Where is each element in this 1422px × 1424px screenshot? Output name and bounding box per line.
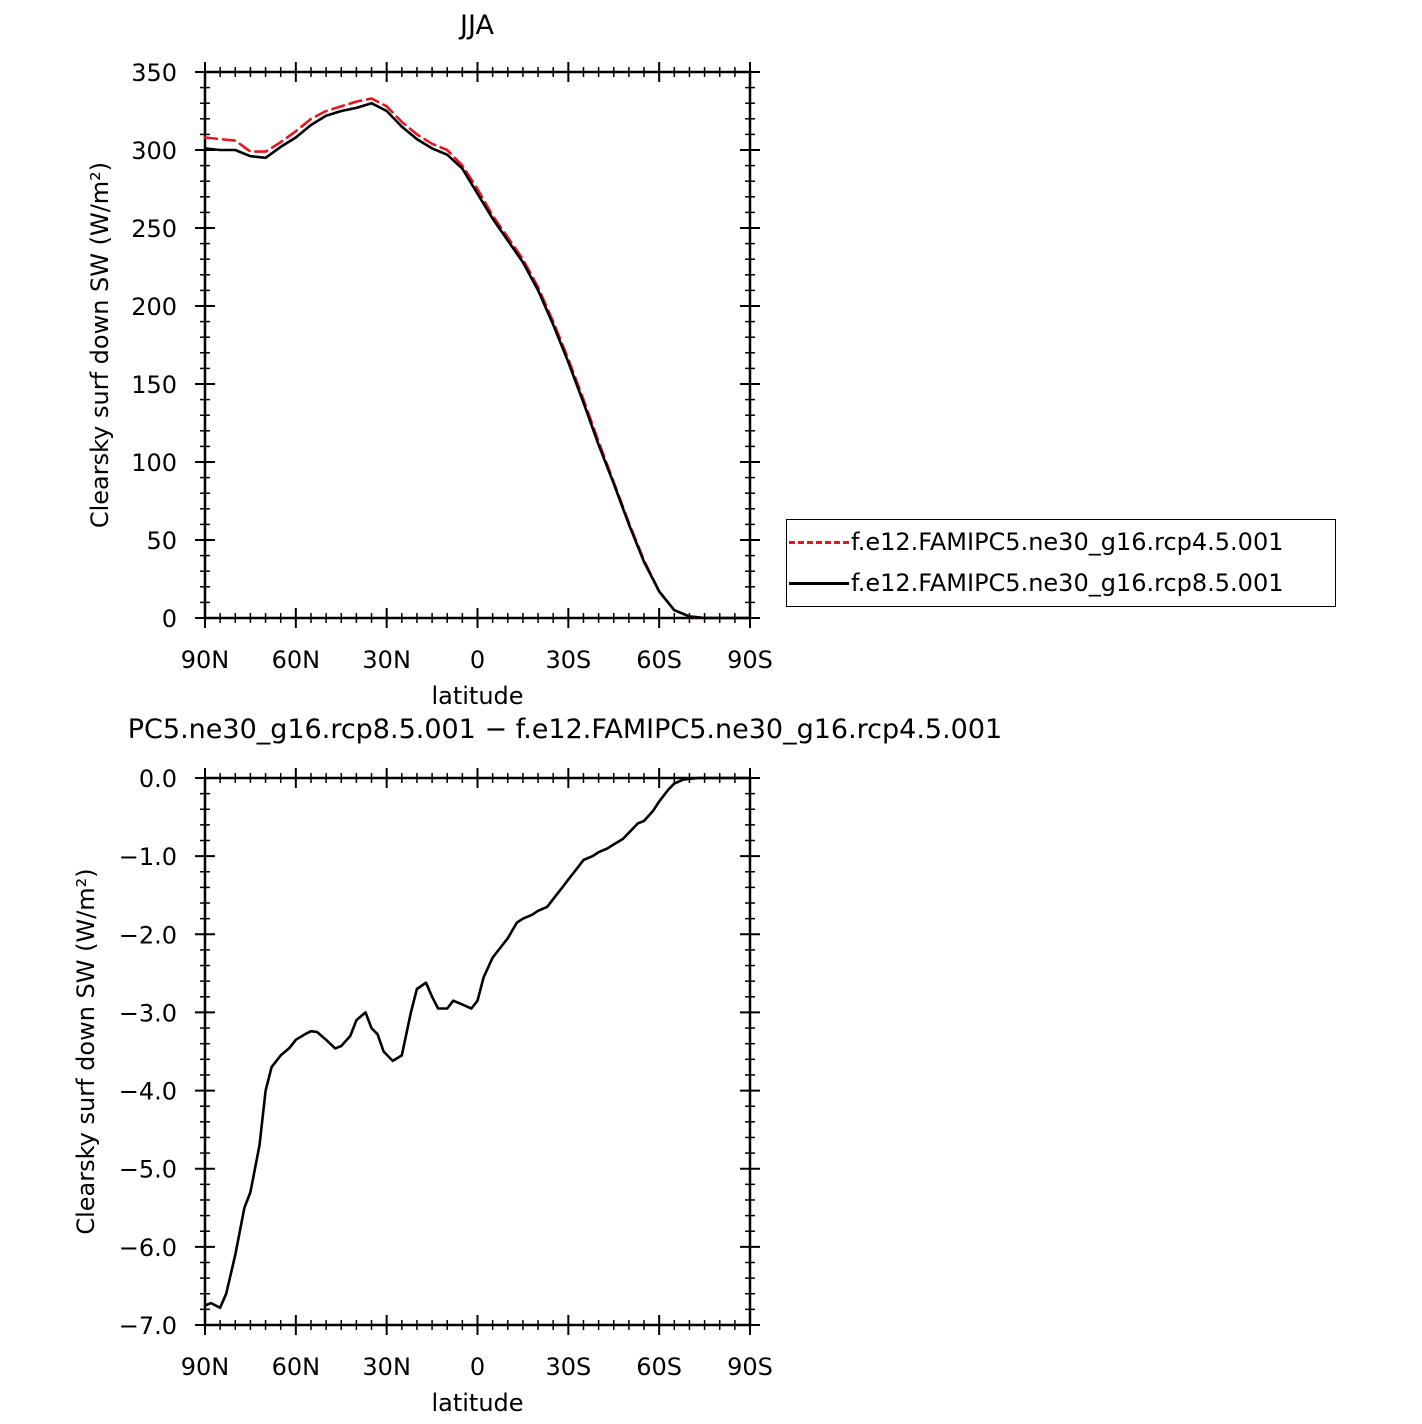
y-axis-title: Clearsky surf down SW (W/m²) xyxy=(86,162,114,528)
legend: f.e12.FAMIPC5.ne30_g16.rcp4.5.001 f.e12.… xyxy=(786,519,1336,607)
legend-swatch-rcp45 xyxy=(789,541,849,544)
x-tick-label: 60S xyxy=(636,646,682,674)
x-tick-label: 30S xyxy=(545,1353,591,1381)
series-line-0 xyxy=(203,776,752,1310)
y-tick-label: 100 xyxy=(131,449,177,477)
chart-title: PC5.ne30_g16.rcp8.5.001 − f.e12.FAMIPC5.… xyxy=(128,714,1002,745)
y-tick-label: 250 xyxy=(131,215,177,243)
legend-label-rcp45: f.e12.FAMIPC5.ne30_g16.rcp4.5.001 xyxy=(851,528,1284,556)
x-tick-label: 60N xyxy=(272,1353,321,1381)
legend-item-rcp45: f.e12.FAMIPC5.ne30_g16.rcp4.5.001 xyxy=(787,527,1335,557)
y-tick-label: 50 xyxy=(146,527,177,555)
x-tick-label: 0 xyxy=(470,1353,485,1381)
top-panel: JJA 0 50 100 150 200 250 300 350 90N 60N 30N 0 30S 60S… xyxy=(86,10,773,710)
y-tick-label: −1.0 xyxy=(119,843,177,871)
chart-title: JJA xyxy=(458,10,494,41)
x-tick-label: 30N xyxy=(362,646,411,674)
y-tick-label: −7.0 xyxy=(119,1312,177,1340)
series-line-1 xyxy=(203,101,752,620)
y-tick-label: −5.0 xyxy=(119,1156,177,1184)
x-tick-label: 60S xyxy=(636,1353,682,1381)
y-tick-label: 150 xyxy=(131,371,177,399)
x-axis-title: latitude xyxy=(431,682,523,710)
x-tick-label: 90S xyxy=(727,1353,773,1381)
x-axis-title: latitude xyxy=(431,1389,523,1417)
x-tick-label: 90N xyxy=(181,1353,230,1381)
plot-frame xyxy=(203,70,752,620)
legend-swatch-rcp85 xyxy=(789,582,849,585)
y-tick-label: −4.0 xyxy=(119,1078,177,1106)
x-tick-label: 60N xyxy=(272,646,321,674)
bottom-panel: PC5.ne30_g16.rcp8.5.001 − f.e12.FAMIPC5.… xyxy=(72,714,1002,1417)
y-tick-label: 0 xyxy=(162,605,177,633)
x-tick-label: 0 xyxy=(470,646,485,674)
y-tick-label: −3.0 xyxy=(119,999,177,1027)
x-tick-label: 30S xyxy=(545,646,591,674)
y-tick-label: 200 xyxy=(131,293,177,321)
legend-label-rcp85: f.e12.FAMIPC5.ne30_g16.rcp8.5.001 xyxy=(851,569,1284,597)
series-line-0 xyxy=(203,97,752,620)
y-axis-title: Clearsky surf down SW (W/m²) xyxy=(72,868,100,1234)
y-tick-label: 0.0 xyxy=(139,765,177,793)
x-tick-label: 90S xyxy=(727,646,773,674)
y-tick-label: 300 xyxy=(131,137,177,165)
x-tick-label: 90N xyxy=(181,646,230,674)
x-tick-label: 30N xyxy=(362,1353,411,1381)
y-tick-label: 350 xyxy=(131,59,177,87)
legend-item-rcp85: f.e12.FAMIPC5.ne30_g16.rcp8.5.001 xyxy=(787,568,1335,598)
y-tick-label: −2.0 xyxy=(119,921,177,949)
y-tick-label: −6.0 xyxy=(119,1234,177,1262)
